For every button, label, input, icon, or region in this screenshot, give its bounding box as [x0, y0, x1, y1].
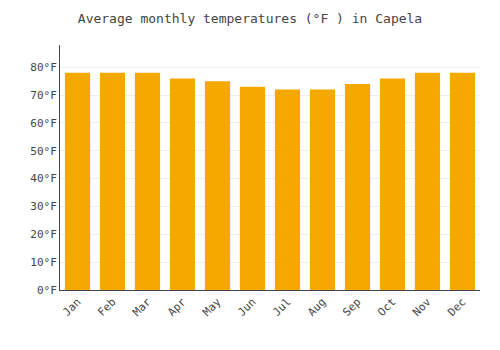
svg-text:Mar: Mar: [130, 295, 154, 319]
svg-text:60°F: 60°F: [30, 117, 57, 130]
svg-text:Oct: Oct: [375, 296, 398, 319]
svg-text:0°F: 0°F: [37, 284, 57, 297]
svg-text:Jun: Jun: [235, 296, 258, 319]
svg-text:Aug: Aug: [305, 296, 328, 319]
svg-text:30°F: 30°F: [30, 200, 57, 213]
svg-text:10°F: 10°F: [30, 256, 57, 269]
svg-text:Apr: Apr: [165, 295, 189, 319]
svg-text:20°F: 20°F: [30, 228, 57, 241]
svg-text:40°F: 40°F: [30, 172, 57, 185]
svg-text:Average monthly temperatures (: Average monthly temperatures (°F ) in Ca…: [78, 11, 422, 26]
svg-text:Nov: Nov: [410, 295, 434, 319]
svg-text:Jan: Jan: [60, 296, 83, 319]
svg-text:Dec: Dec: [445, 296, 468, 319]
svg-text:50°F: 50°F: [30, 145, 57, 158]
svg-text:Jul: Jul: [270, 296, 293, 319]
svg-text:Feb: Feb: [95, 296, 118, 319]
svg-text:80°F: 80°F: [30, 61, 57, 74]
svg-text:Sep: Sep: [340, 296, 363, 319]
svg-text:May: May: [200, 295, 224, 319]
svg-text:70°F: 70°F: [30, 89, 57, 102]
